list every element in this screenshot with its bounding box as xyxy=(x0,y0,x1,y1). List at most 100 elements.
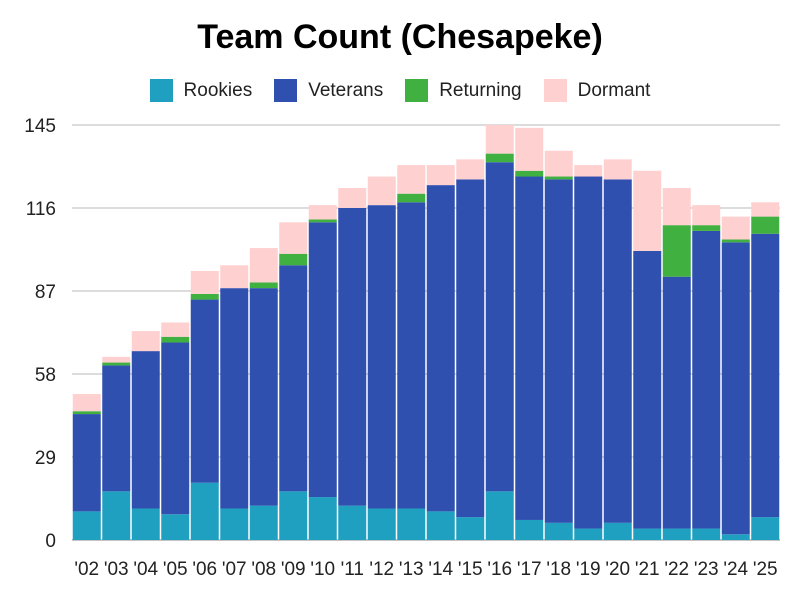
bar-rookies xyxy=(485,491,514,540)
bar-dormant xyxy=(574,165,603,177)
bar-dormant xyxy=(633,170,662,251)
bar-veterans xyxy=(338,208,367,506)
x-tick-label: '20 xyxy=(605,559,630,580)
bar-veterans xyxy=(161,342,190,515)
bar-dormant xyxy=(338,187,367,208)
x-tick-label: '23 xyxy=(694,559,719,580)
bar-rookies xyxy=(72,511,101,540)
bar-rookies xyxy=(249,505,278,540)
bar-rookies xyxy=(308,497,337,540)
bar-dormant xyxy=(190,270,219,294)
bar-rookies xyxy=(131,508,160,540)
x-tick-label: '13 xyxy=(399,559,424,580)
bar-dormant xyxy=(692,205,721,226)
y-tick-label: 145 xyxy=(24,116,56,137)
bar-dormant xyxy=(721,216,750,240)
bar-dormant xyxy=(102,356,131,363)
bar-returning xyxy=(721,239,750,243)
bar-dormant xyxy=(367,176,396,206)
bar-returning xyxy=(308,219,337,223)
y-tick-label: 58 xyxy=(35,365,56,386)
bar-veterans xyxy=(426,185,455,512)
bar-dormant xyxy=(72,394,101,412)
bar-returning xyxy=(751,216,780,234)
bar-dormant xyxy=(131,331,160,352)
x-tick-label: '03 xyxy=(104,559,129,580)
bar-veterans xyxy=(102,365,131,492)
bar-dormant xyxy=(515,127,544,171)
bar-returning xyxy=(397,193,426,203)
legend-item-returning: Returning xyxy=(405,79,522,102)
bar-veterans xyxy=(544,179,573,523)
bar-veterans xyxy=(574,176,603,529)
legend-item-rookies: Rookies xyxy=(149,79,253,102)
y-tick-label: 116 xyxy=(26,199,56,220)
bar-veterans xyxy=(751,233,780,518)
legend-item-veterans: Veterans xyxy=(274,79,383,102)
bar-returning xyxy=(72,411,101,415)
x-tick-label: '21 xyxy=(635,559,660,580)
x-tick-label: '17 xyxy=(517,559,542,580)
bar-dormant xyxy=(308,205,337,220)
bar-veterans xyxy=(515,176,544,520)
x-tick-label: '04 xyxy=(133,559,158,580)
x-tick-label: '10 xyxy=(310,559,335,580)
bar-rookies xyxy=(662,528,691,540)
bar-dormant xyxy=(426,165,455,186)
legend-label-returning: Returning xyxy=(439,79,522,101)
bar-returning xyxy=(692,225,721,231)
bar-rookies xyxy=(692,528,721,540)
bar-rookies xyxy=(633,528,662,540)
bar-rookies xyxy=(574,528,603,540)
bar-rookies xyxy=(367,508,396,540)
bar-rookies xyxy=(721,534,750,540)
bar-veterans xyxy=(279,265,308,492)
y-tick-label: 29 xyxy=(35,448,56,469)
bar-dormant xyxy=(662,187,691,226)
legend-swatch-dormant xyxy=(543,79,567,102)
bar-rookies xyxy=(397,508,426,540)
bar-rookies xyxy=(338,505,367,540)
bar-rookies xyxy=(426,511,455,540)
bar-veterans xyxy=(249,288,278,506)
bar-returning xyxy=(161,336,190,343)
bar-veterans xyxy=(633,250,662,529)
bar-dormant xyxy=(456,159,485,180)
x-tick-label: '15 xyxy=(458,559,483,580)
bar-veterans xyxy=(367,205,396,509)
legend-label-veterans: Veterans xyxy=(308,79,384,101)
legend: Rookies Veterans Returning Dormant xyxy=(0,79,800,102)
bar-returning xyxy=(485,153,514,163)
bar-dormant xyxy=(485,125,514,154)
y-tick-label: 0 xyxy=(45,531,56,552)
bar-rookies xyxy=(190,482,219,540)
bar-returning xyxy=(279,253,308,266)
bar-veterans xyxy=(721,242,750,535)
bar-rookies xyxy=(603,522,632,540)
bar-dormant xyxy=(544,150,573,177)
x-tick-label: '25 xyxy=(753,559,778,580)
legend-swatch-rookies xyxy=(149,79,173,102)
bar-dormant xyxy=(751,202,780,217)
bar-returning xyxy=(662,225,691,277)
x-tick-label: '18 xyxy=(546,559,571,580)
bar-rookies xyxy=(544,522,573,540)
x-tick-label: '08 xyxy=(251,559,276,580)
bar-returning xyxy=(515,170,544,177)
bar-veterans xyxy=(220,288,249,509)
bar-veterans xyxy=(692,230,721,529)
bar-veterans xyxy=(485,162,514,492)
x-tick-label: '16 xyxy=(487,559,512,580)
bar-dormant xyxy=(249,248,278,283)
bar-rookies xyxy=(515,519,544,540)
bar-veterans xyxy=(456,179,485,518)
bar-dormant xyxy=(397,165,426,194)
x-tick-label: '02 xyxy=(74,559,99,580)
x-tick-label: '24 xyxy=(723,559,748,580)
x-tick-label: '09 xyxy=(281,559,306,580)
chart-title: Team Count (Chesapeke) xyxy=(197,18,603,56)
legend-label-rookies: Rookies xyxy=(183,79,253,101)
legend-swatch-veterans xyxy=(274,79,298,102)
legend-swatch-returning xyxy=(405,79,429,102)
